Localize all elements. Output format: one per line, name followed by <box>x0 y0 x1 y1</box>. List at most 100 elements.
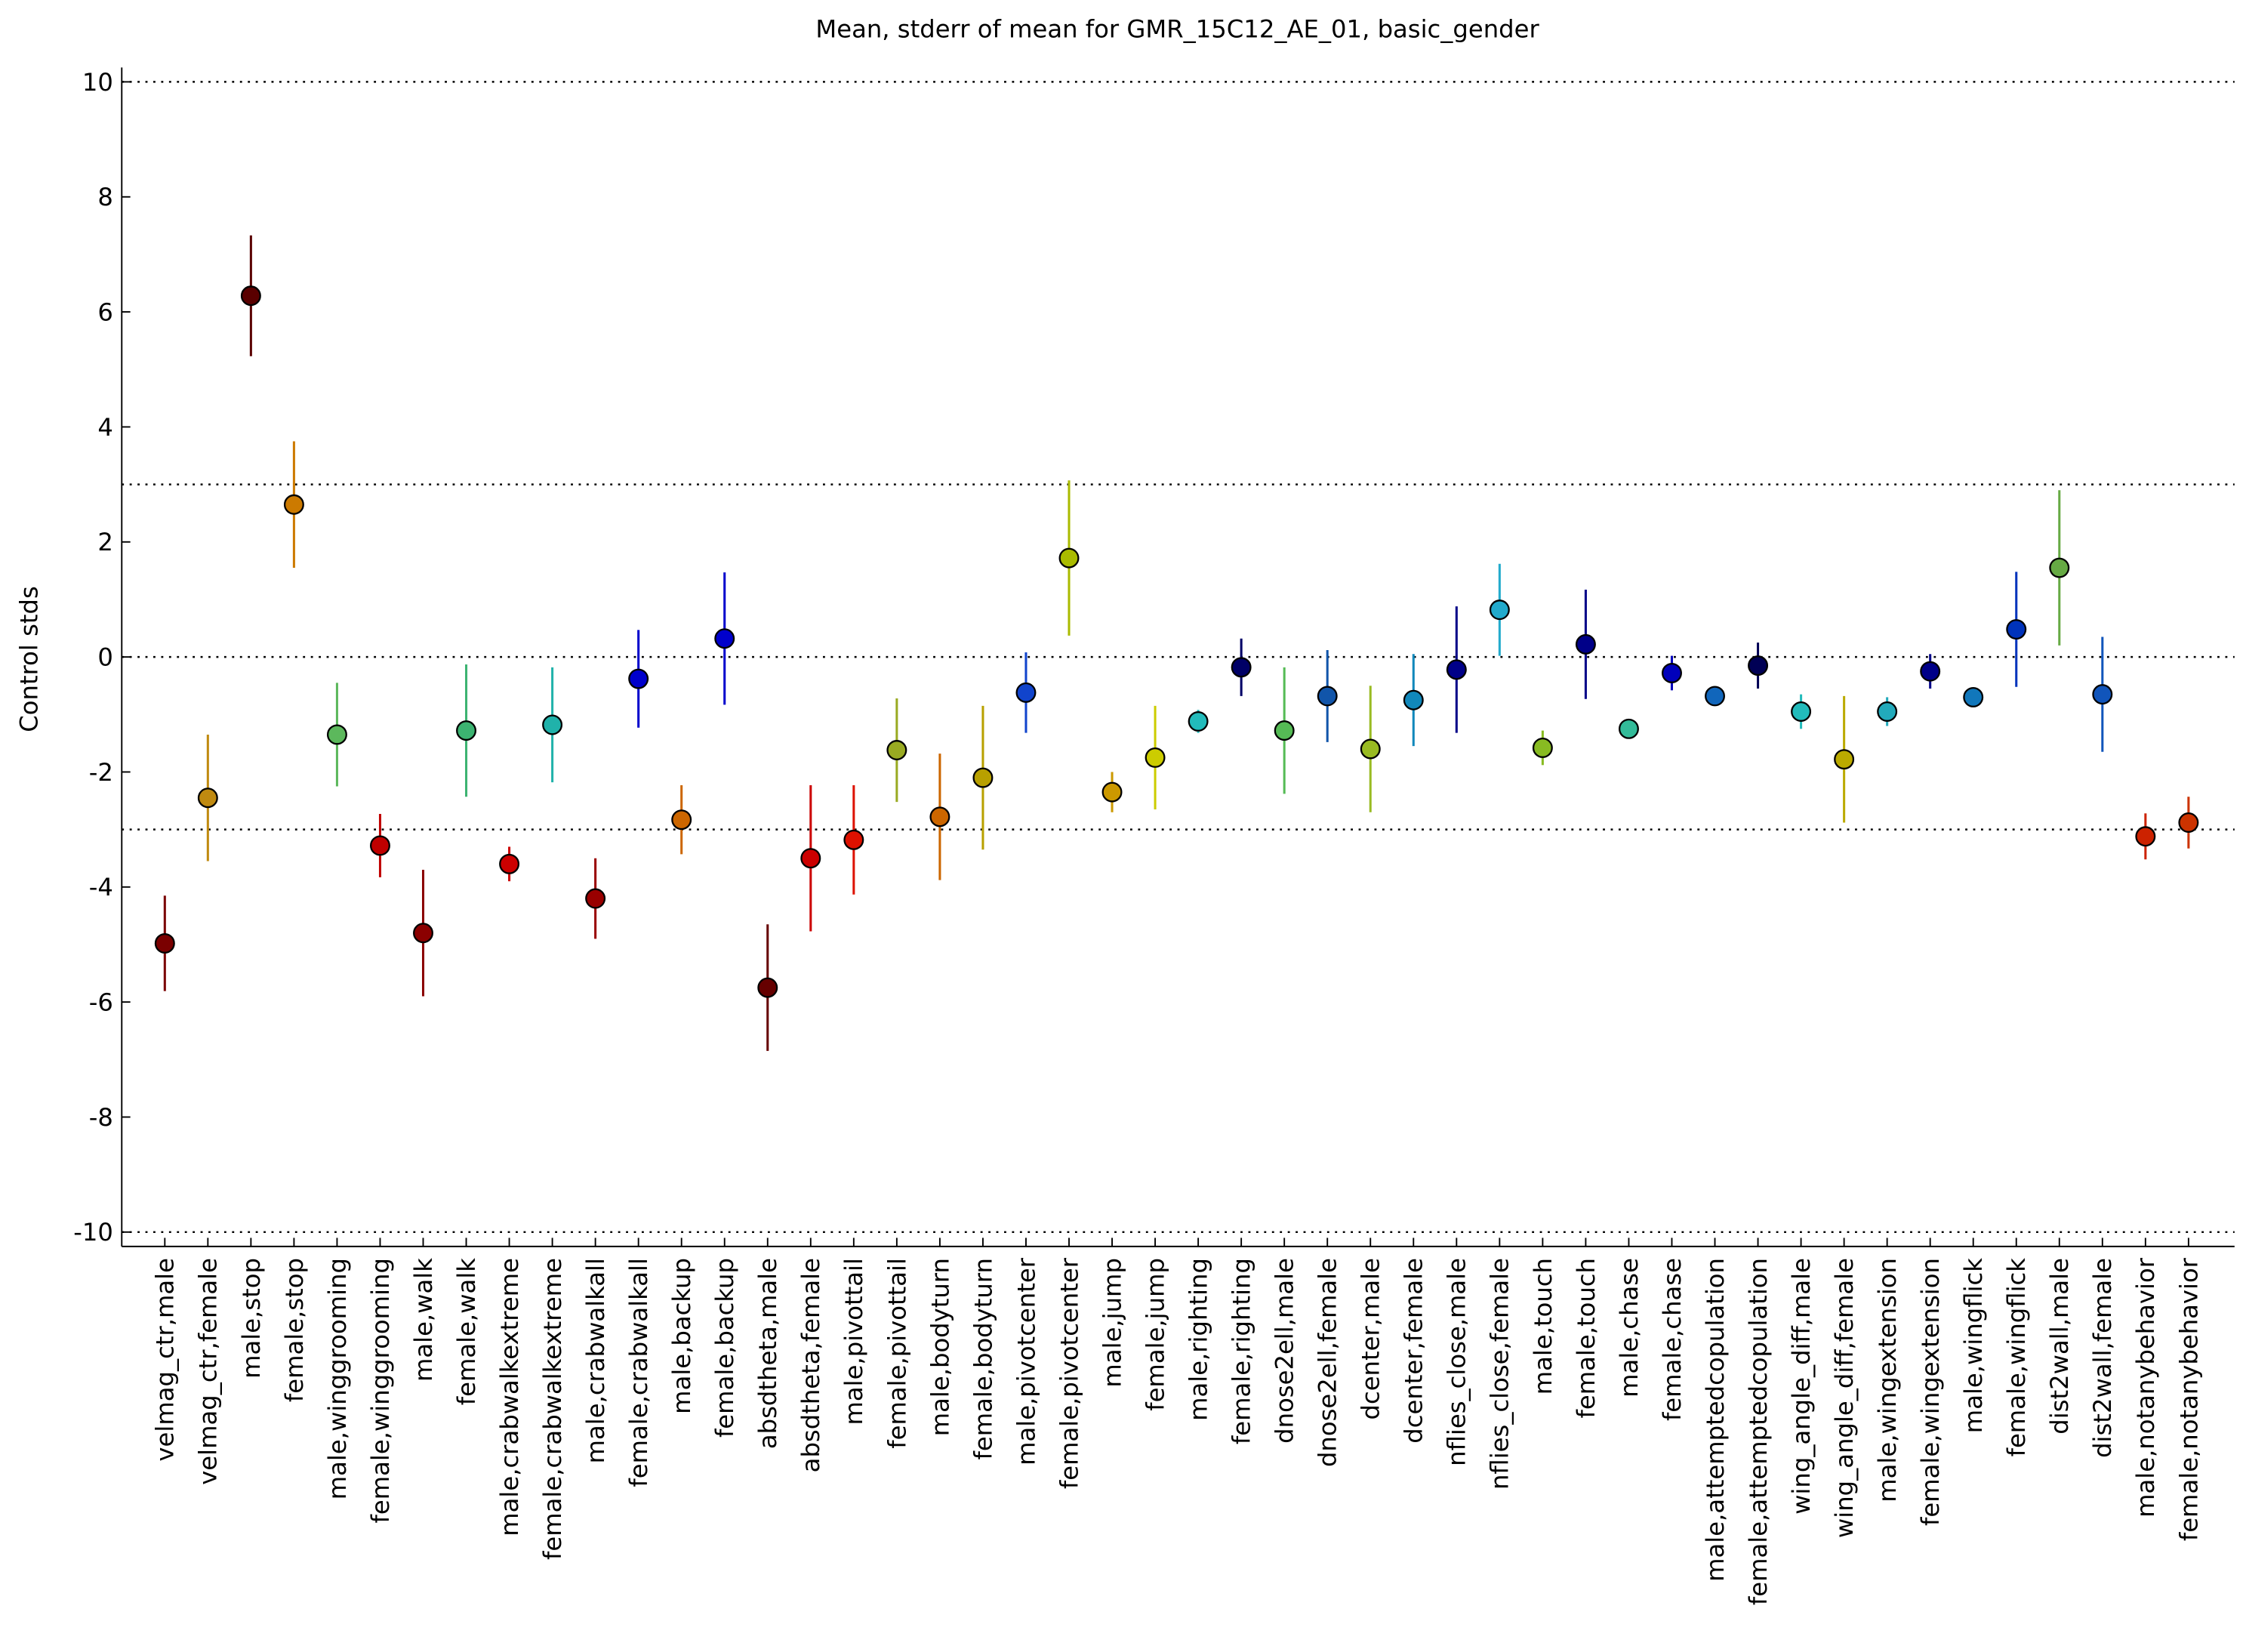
x-tick-label: female,notanybehavior <box>2174 1257 2203 1541</box>
mean-marker <box>154 932 175 954</box>
mean-marker <box>1963 686 1984 707</box>
x-tick-label: female,bodyturn <box>969 1258 997 1459</box>
x-tick-label: male,touch <box>1529 1258 1557 1395</box>
mean-marker <box>1748 655 1769 677</box>
mean-marker <box>1532 737 1553 758</box>
mean-marker <box>972 767 994 788</box>
y-tick-label: -8 <box>89 1103 113 1132</box>
x-tick-label: velmag_ctr,female <box>194 1258 223 1485</box>
x-tick-label: dist2wall,male <box>2045 1258 2074 1435</box>
x-tick-label: male,righting <box>1184 1258 1212 1421</box>
x-tick-label: male,bodyturn <box>926 1258 954 1436</box>
x-tick-label: male,walk <box>409 1258 438 1382</box>
mean-marker <box>1360 738 1381 760</box>
x-tick-label: female,righting <box>1228 1258 1256 1444</box>
y-tick-label: -2 <box>89 758 113 787</box>
x-tick-label: male,jump <box>1098 1258 1126 1388</box>
mean-marker <box>456 720 477 741</box>
x-tick-label: velmag_ctr,male <box>151 1258 180 1462</box>
x-tick-label: female,wingextension <box>1916 1258 1945 1526</box>
mean-marker <box>1618 718 1639 739</box>
y-tick-label: 8 <box>97 183 113 211</box>
mean-marker <box>370 835 390 856</box>
mean-marker <box>1403 689 1424 710</box>
x-tick-label: male,wingextension <box>1873 1258 1902 1503</box>
mean-marker <box>1662 662 1682 683</box>
y-tick-label: 10 <box>82 68 113 97</box>
mean-marker <box>499 853 520 874</box>
mean-marker <box>542 714 563 735</box>
mean-marker <box>2006 619 2027 640</box>
mean-marker <box>326 724 347 745</box>
x-tick-label: wing_angle_diff,male <box>1787 1258 1816 1515</box>
x-tick-label: dnose2ell,male <box>1271 1258 1299 1444</box>
mean-marker <box>1791 701 1812 722</box>
y-tick-label: 0 <box>97 643 113 672</box>
x-tick-label: absdtheta,male <box>753 1258 782 1449</box>
x-tick-label: nflies_close,female <box>1486 1258 1514 1490</box>
x-tick-label: female,stop <box>280 1258 309 1402</box>
y-tick-label: 6 <box>97 297 113 326</box>
y-tick-label: -10 <box>73 1218 113 1247</box>
mean-marker <box>1489 599 1510 621</box>
x-tick-label: male,crabwalkextreme <box>495 1258 524 1536</box>
mean-marker <box>1145 747 1166 768</box>
x-tick-label: wing_angle_diff,female <box>1830 1258 1859 1538</box>
x-tick-label: female,wingflick <box>2002 1258 2031 1457</box>
x-tick-label: male,winggrooming <box>323 1258 352 1499</box>
x-tick-label: female,touch <box>1572 1258 1601 1418</box>
x-tick-label: dist2wall,female <box>2088 1258 2117 1458</box>
y-tick-label: -6 <box>89 988 113 1017</box>
mean-marker <box>1317 686 1338 707</box>
x-tick-label: dcenter,female <box>1400 1258 1428 1444</box>
mean-marker <box>800 848 821 869</box>
x-tick-label: male,pivotcenter <box>1012 1257 1040 1466</box>
x-tick-label: male,backup <box>667 1258 696 1414</box>
mean-marker <box>1188 710 1209 732</box>
x-tick-label: female,attemptedcopulation <box>1744 1258 1773 1605</box>
x-tick-label: male,notanybehavior <box>2131 1257 2160 1518</box>
mean-marker <box>628 668 649 689</box>
mean-marker <box>2135 826 2156 847</box>
mean-marker <box>197 787 218 809</box>
x-tick-label: female,crabwalkall <box>624 1258 653 1487</box>
mean-marker <box>1920 661 1941 682</box>
mean-marker <box>1877 701 1898 722</box>
x-tick-label: female,pivotcenter <box>1055 1257 1083 1489</box>
mean-marker <box>1705 686 1725 707</box>
x-tick-label: female,winggrooming <box>366 1258 395 1523</box>
y-tick-label: 2 <box>97 528 113 556</box>
x-tick-label: female,walk <box>452 1258 481 1406</box>
y-tick-label: 4 <box>97 413 113 442</box>
mean-marker <box>585 888 606 909</box>
x-tick-label: male,stop <box>237 1258 266 1379</box>
mean-marker <box>1058 547 1080 569</box>
mean-marker <box>1015 682 1037 703</box>
x-tick-label: female,crabwalkextreme <box>538 1258 567 1560</box>
mean-marker <box>240 285 261 307</box>
mean-marker <box>2049 557 2070 578</box>
y-tick-label: -4 <box>89 873 113 902</box>
x-tick-label: female,jump <box>1141 1258 1169 1411</box>
mean-marker <box>283 494 304 515</box>
chart-title: Mean, stderr of mean for GMR_15C12_AE_01… <box>815 15 1539 44</box>
mean-marker <box>2178 812 2199 833</box>
mean-marker <box>714 628 735 649</box>
mean-marker <box>886 740 907 760</box>
x-tick-label: male,attemptedcopulation <box>1701 1258 1730 1582</box>
mean-marker <box>2092 684 2113 705</box>
mean-marker <box>1834 749 1855 770</box>
x-tick-label: male,wingflick <box>1959 1258 1988 1433</box>
x-tick-label: male,crabwalkall <box>581 1258 610 1463</box>
x-tick-label: female,pivottail <box>883 1258 911 1449</box>
x-tick-label: absdtheta,female <box>796 1258 825 1472</box>
x-tick-label: female,backup <box>710 1258 739 1438</box>
mean-marker <box>413 923 433 944</box>
mean-marker <box>671 809 692 831</box>
mean-marker <box>929 806 950 828</box>
y-axis-label: Control stds <box>14 586 43 732</box>
mean-marker <box>1446 659 1467 680</box>
mean-marker <box>1274 720 1295 741</box>
x-tick-label: male,pivottail <box>840 1258 868 1425</box>
